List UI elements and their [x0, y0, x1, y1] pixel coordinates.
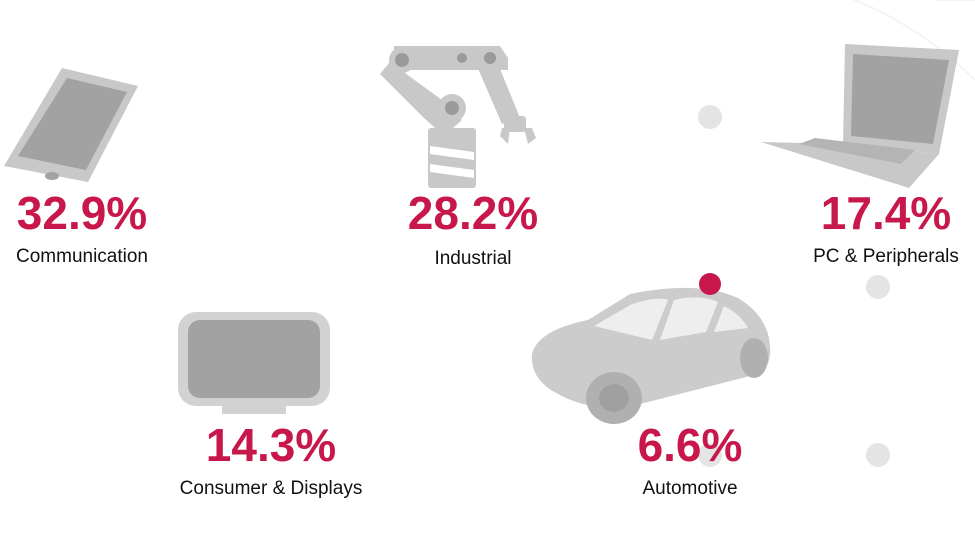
robot-arm-icon	[380, 46, 536, 188]
segment-label: Industrial	[434, 248, 512, 269]
decorative-dot	[866, 443, 890, 467]
segment-label: Automotive	[642, 478, 738, 499]
monitor-icon	[178, 312, 330, 414]
decorative-dot	[698, 105, 722, 129]
segment-value: 32.9%	[16, 187, 148, 239]
segment-value: 14.3%	[205, 419, 337, 471]
laptop-icon	[761, 44, 959, 188]
segment-value: 28.2%	[407, 187, 539, 239]
segment-label: Consumer & Displays	[179, 478, 363, 499]
segment-value: 6.6%	[637, 419, 743, 471]
segment-label: Communication	[16, 246, 148, 267]
segment-value: 17.4%	[820, 187, 952, 239]
decorative-dot	[698, 443, 722, 467]
segment-label: PC & Peripherals	[813, 246, 959, 267]
tablet-icon	[4, 68, 138, 182]
car-icon	[531, 273, 771, 424]
decorative-dot	[866, 275, 890, 299]
